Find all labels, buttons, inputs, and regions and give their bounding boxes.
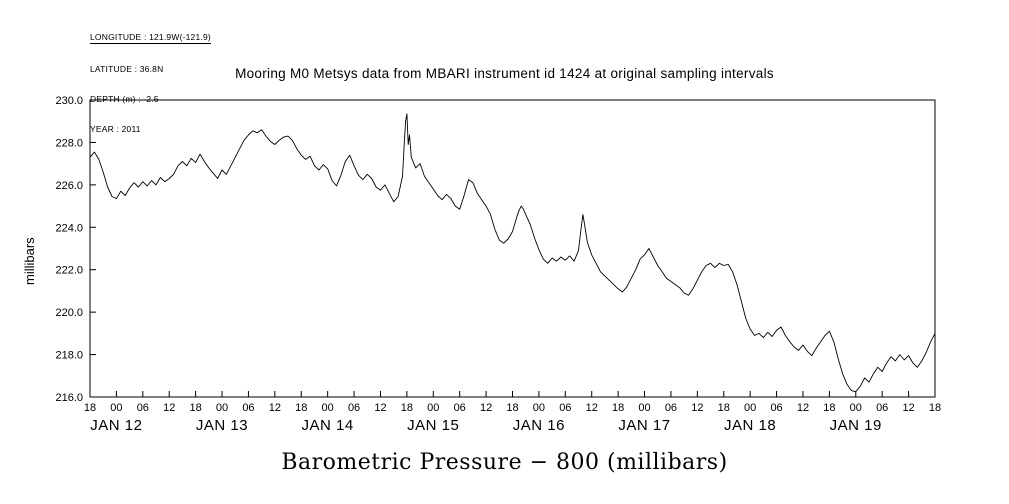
x-tick-label: 18 <box>718 402 730 414</box>
x-tick-label: 12 <box>586 402 598 414</box>
y-tick-label: 224.0 <box>55 222 83 234</box>
x-day-label: JAN 15 <box>407 417 459 434</box>
x-tick-label: 00 <box>533 402 545 414</box>
y-tick-label: 228.0 <box>55 137 83 149</box>
x-tick-label: 18 <box>823 402 835 414</box>
x-tick-label: 00 <box>322 402 334 414</box>
x-tick-label: 18 <box>190 402 202 414</box>
pressure-line <box>89 113 936 393</box>
x-tick-label: 06 <box>876 402 888 414</box>
x-tick-label: 00 <box>744 402 756 414</box>
metadata-longitude: LONGITUDE : 121.9W(-121.9) <box>90 32 211 44</box>
y-tick-label: 226.0 <box>55 180 83 192</box>
x-day-label: JAN 12 <box>90 417 142 434</box>
x-tick-label: 18 <box>612 402 624 414</box>
x-tick-label: 12 <box>374 402 386 414</box>
metadata-latitude: LATITUDE : 36.8N <box>90 64 164 74</box>
x-tick-label: 06 <box>559 402 571 414</box>
x-day-label: JAN 13 <box>196 417 248 434</box>
y-tick-label: 216.0 <box>55 392 83 404</box>
x-tick-label: 06 <box>770 402 782 414</box>
x-tick-label: 12 <box>691 402 703 414</box>
x-tick-label: 06 <box>242 402 254 414</box>
x-tick-label: 12 <box>480 402 492 414</box>
x-tick-label: 00 <box>638 402 650 414</box>
plot-metadata: LONGITUDE : 121.9W(-121.9) LATITUDE : 36… <box>90 12 211 144</box>
x-tick-label: 00 <box>216 402 228 414</box>
y-tick-label: 218.0 <box>55 350 83 362</box>
x-tick-label: 12 <box>797 402 809 414</box>
metadata-depth: DEPTH (m) : -2.5 <box>90 94 159 104</box>
y-tick-label: 230.0 <box>55 95 83 107</box>
x-tick-label: 00 <box>427 402 439 414</box>
x-tick-label: 18 <box>295 402 307 414</box>
x-day-label: JAN 18 <box>724 417 776 434</box>
x-tick-label: 06 <box>348 402 360 414</box>
x-day-label: JAN 14 <box>302 417 354 434</box>
x-tick-label: 18 <box>929 402 941 414</box>
x-tick-label: 18 <box>401 402 413 414</box>
x-tick-label: 18 <box>506 402 518 414</box>
x-tick-label: 12 <box>163 402 175 414</box>
x-tick-label: 12 <box>269 402 281 414</box>
x-day-label: JAN 19 <box>830 417 882 434</box>
x-tick-label: 00 <box>850 402 862 414</box>
x-tick-label: 06 <box>665 402 677 414</box>
chart-title: Mooring M0 Metsys data from MBARI instru… <box>235 66 774 81</box>
x-tick-label: 06 <box>137 402 149 414</box>
x-tick-label: 00 <box>110 402 122 414</box>
x-axis-title: Barometric Pressure − 800 (millibars) <box>281 450 728 475</box>
y-tick-label: 220.0 <box>55 307 83 319</box>
x-tick-label: 18 <box>84 402 96 414</box>
x-tick-label: 12 <box>902 402 914 414</box>
x-tick-label: 06 <box>454 402 466 414</box>
y-tick-label: 222.0 <box>55 265 83 277</box>
x-day-label: JAN 16 <box>513 417 565 434</box>
metadata-year: YEAR : 2011 <box>90 124 141 134</box>
x-day-label: JAN 17 <box>618 417 670 434</box>
